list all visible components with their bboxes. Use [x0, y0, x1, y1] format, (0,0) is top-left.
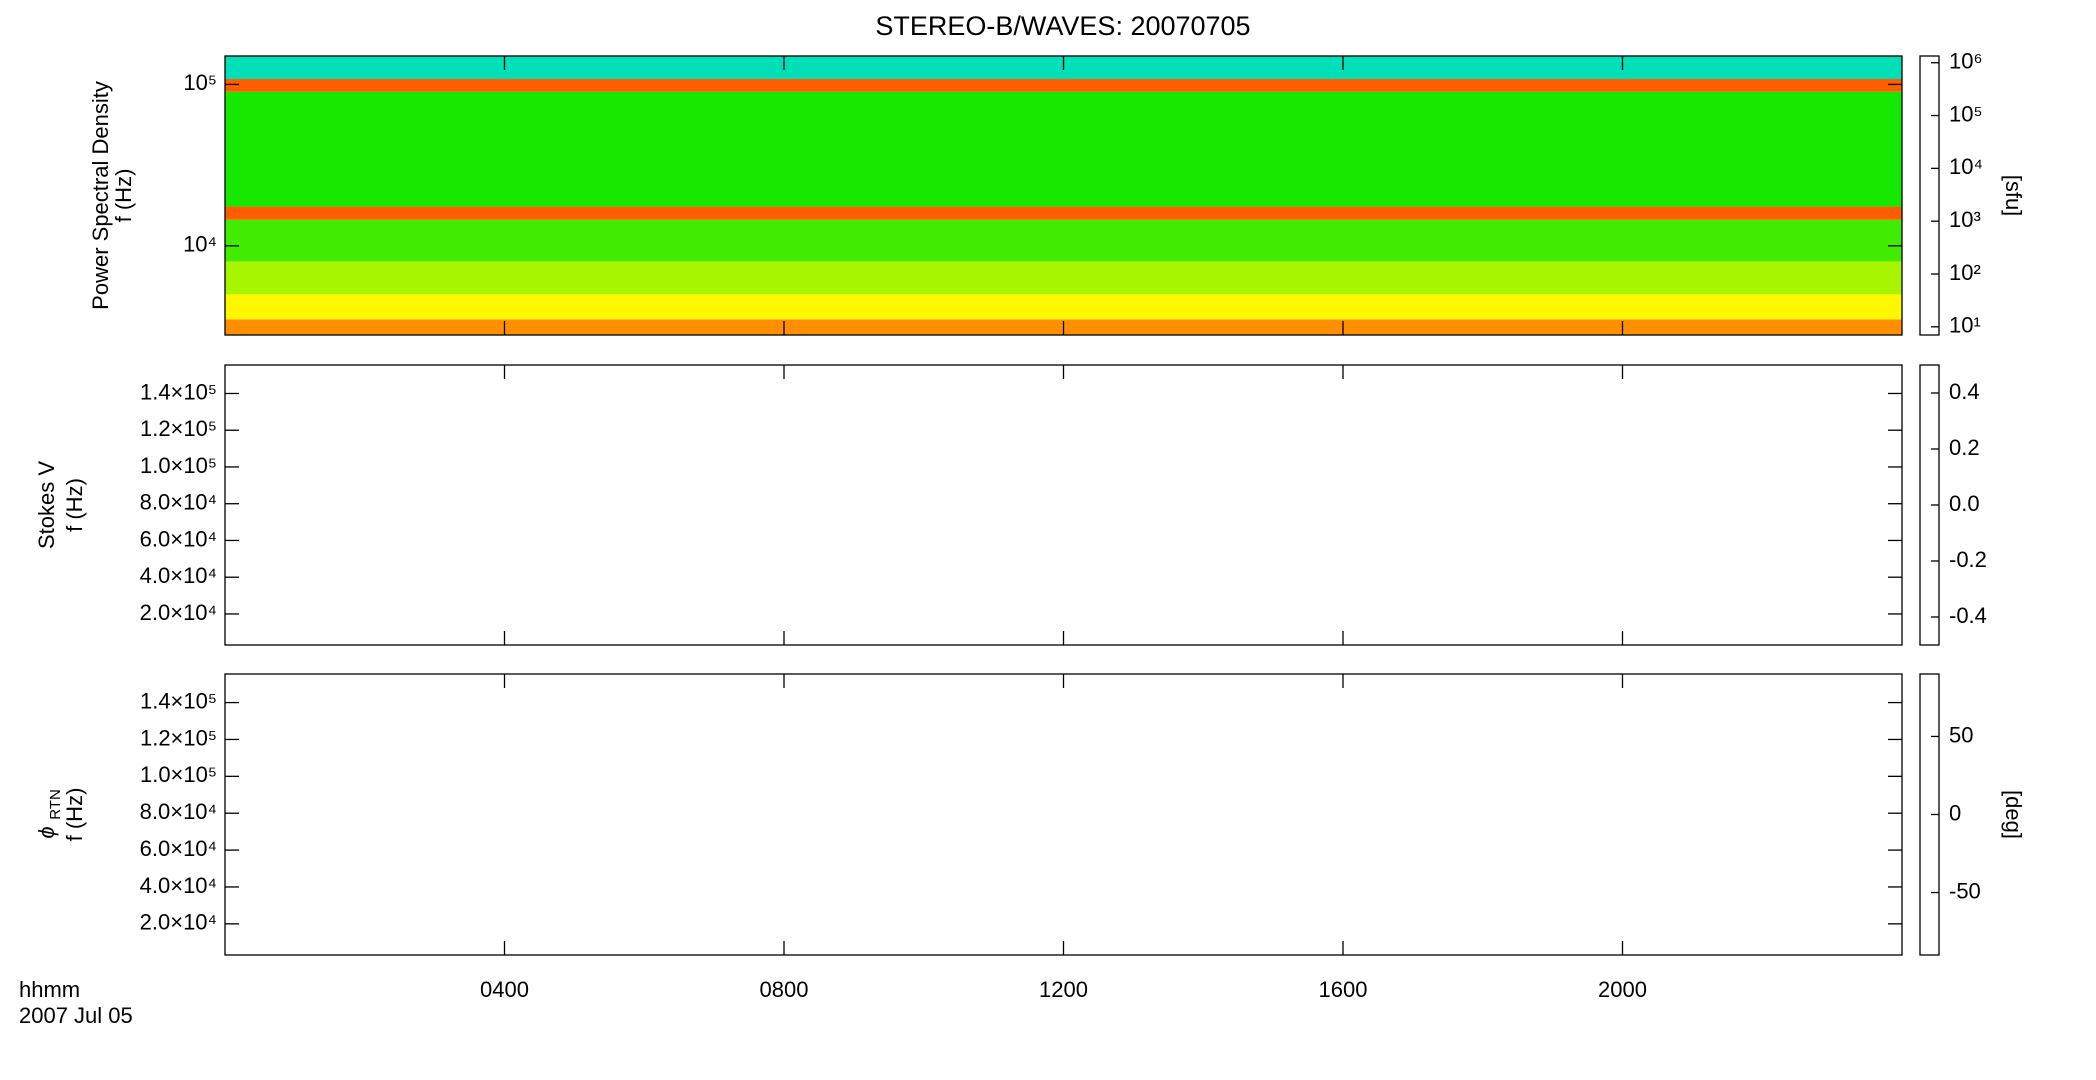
colorbar-tick-label: 10³ [1949, 207, 1981, 232]
colorbar-tick-label: 10⁴ [1949, 154, 1983, 179]
colorbar-tick-label: 0 [1949, 800, 1961, 825]
colorbar-label: [sfu] [2001, 175, 2026, 217]
spectrogram-band [225, 294, 1902, 320]
x-axis-label: 2007 Jul 05 [19, 1003, 133, 1028]
y-axis-label: f (Hz) [111, 169, 136, 223]
y-tick-label: 8.0×10⁴ [140, 490, 217, 515]
y-axis-label: Stokes V [34, 461, 59, 549]
colorbar-tick-label: -50 [1949, 878, 1981, 903]
colorbar [1919, 55, 1940, 336]
y-tick-label: 1.0×10⁵ [140, 762, 217, 787]
colorbar-tick-label: 50 [1949, 722, 1973, 747]
y-tick-label: 2.0×10⁴ [140, 600, 217, 625]
colorbar-label: [deg] [2001, 790, 2026, 839]
y-tick-label: 1.4×10⁵ [140, 688, 217, 713]
y-tick-label: 6.0×10⁴ [140, 526, 217, 551]
y-tick-label: 1.4×10⁵ [140, 379, 217, 404]
spectrogram-band [225, 219, 1902, 262]
y-tick-label: 2.0×10⁴ [140, 910, 217, 935]
x-axis-label: hhmm [19, 977, 80, 1002]
spectrogram-band [225, 206, 1902, 220]
y-axis-label: f (Hz) [62, 478, 87, 532]
spectrogram-band [225, 261, 1902, 295]
x-tick-label: 1600 [1319, 977, 1368, 1002]
plot-frame [224, 673, 1903, 956]
y-tick-label: 8.0×10⁴ [140, 799, 217, 824]
y-tick-label: 1.2×10⁵ [140, 416, 217, 441]
y-axis-label: Power Spectral Density [88, 81, 113, 310]
y-tick-label: 4.0×10⁴ [140, 873, 217, 898]
y-tick-label: 4.0×10⁴ [140, 563, 217, 588]
plot-frame [224, 364, 1903, 646]
colorbar-tick-label: 0.4 [1949, 379, 1980, 404]
x-tick-label: 0800 [760, 977, 809, 1002]
colorbar-tick-label: 0.0 [1949, 491, 1980, 516]
colorbar-tick-label: 10² [1949, 260, 1981, 285]
x-tick-label: 2000 [1598, 977, 1647, 1002]
y-tick-label: 6.0×10⁴ [140, 836, 217, 861]
x-tick-label: 0400 [480, 977, 529, 1002]
y-axis-subscript: RTN [47, 789, 64, 820]
y-tick-label: 10⁵ [183, 70, 217, 95]
y-tick-label: 10⁴ [183, 232, 217, 257]
colorbar-tick-label: -0.2 [1949, 547, 1987, 572]
chart-title: STEREO-B/WAVES: 20070705 [875, 11, 1250, 41]
colorbar-tick-label: -0.4 [1949, 603, 1987, 628]
y-tick-label: 1.0×10⁵ [140, 453, 217, 478]
colorbar-tick-label: 0.2 [1949, 435, 1980, 460]
y-axis-symbol: ϕ [34, 826, 59, 838]
colorbar-tick-label: 10⁶ [1949, 49, 1983, 74]
colorbar-tick-label: 10⁵ [1949, 101, 1983, 126]
y-axis-label: f (Hz) [62, 788, 87, 842]
spectrogram-band [225, 79, 1902, 92]
y-tick-label: 1.2×10⁵ [140, 725, 217, 750]
spectrogram-band [225, 91, 1902, 207]
x-tick-label: 1200 [1039, 977, 1088, 1002]
colorbar-tick-label: 10¹ [1949, 313, 1981, 338]
